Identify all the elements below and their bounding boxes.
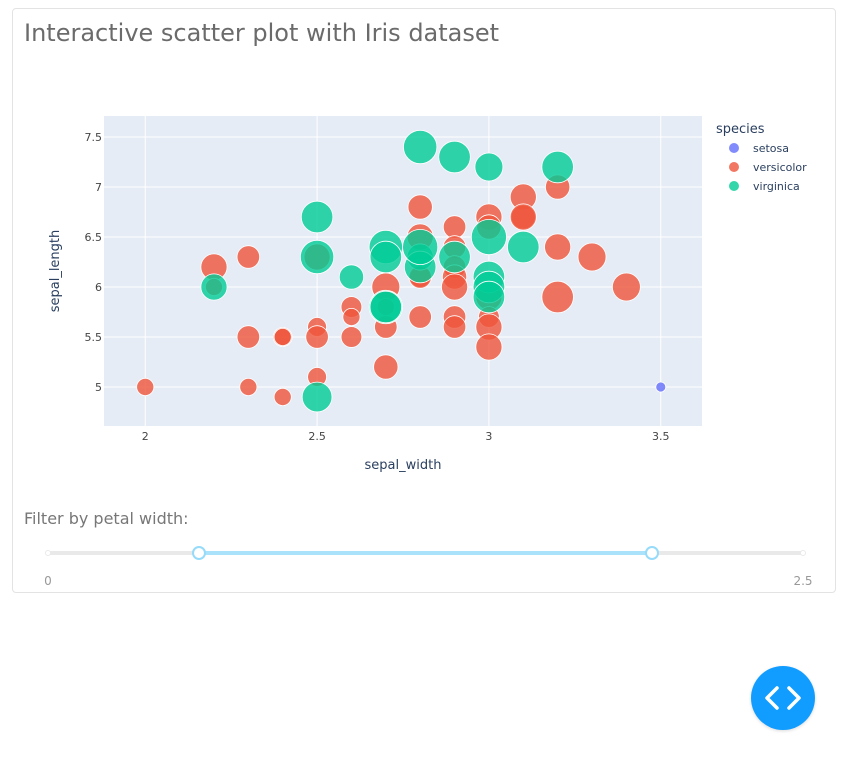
legend-item-versicolor[interactable]: versicolor xyxy=(729,161,807,174)
point-virginica[interactable] xyxy=(507,230,540,264)
y-tick-label: 5 xyxy=(95,381,102,394)
point-versicolor[interactable] xyxy=(541,280,574,314)
x-tick-labels: 2 2.5 3 3.5 xyxy=(142,430,670,443)
legend-label: versicolor xyxy=(753,161,807,174)
point-versicolor[interactable] xyxy=(305,325,329,349)
y-tick-label: 6.5 xyxy=(85,231,103,244)
point-versicolor[interactable] xyxy=(441,273,469,301)
x-axis-label: sepal_width xyxy=(365,458,442,473)
point-setosa[interactable] xyxy=(655,381,667,393)
point-virginica[interactable] xyxy=(472,280,506,314)
slider-min-dot xyxy=(45,550,51,556)
point-virginica[interactable] xyxy=(403,129,438,165)
point-versicolor[interactable] xyxy=(442,215,467,239)
filter-label: Filter by petal width: xyxy=(24,509,189,528)
legend-marker xyxy=(729,143,739,153)
page-title: Interactive scatter plot with Iris datas… xyxy=(24,19,500,47)
point-versicolor[interactable] xyxy=(342,307,361,326)
plot-area xyxy=(104,116,702,426)
slider-max-dot xyxy=(800,550,806,556)
point-versicolor[interactable] xyxy=(273,327,292,346)
point-versicolor[interactable] xyxy=(239,377,258,396)
point-versicolor[interactable] xyxy=(611,272,641,302)
y-tick-label: 7 xyxy=(95,181,102,194)
point-versicolor[interactable] xyxy=(236,245,261,269)
x-tick-label: 3 xyxy=(485,430,492,443)
slider-handle-low[interactable] xyxy=(192,546,206,560)
point-virginica[interactable] xyxy=(438,140,471,174)
slider-track[interactable] xyxy=(199,551,652,555)
point-virginica[interactable] xyxy=(200,273,228,301)
legend-label: virginica xyxy=(753,180,800,193)
point-virginica[interactable] xyxy=(299,239,335,275)
scatter-points xyxy=(136,129,667,413)
point-virginica[interactable] xyxy=(470,218,507,255)
point-versicolor[interactable] xyxy=(408,305,432,329)
point-virginica[interactable] xyxy=(369,240,403,274)
point-versicolor[interactable] xyxy=(475,333,503,361)
y-axis-label: sepal_length xyxy=(48,230,63,313)
legend-marker xyxy=(729,162,739,172)
legend-item-setosa[interactable]: setosa xyxy=(729,142,789,155)
dashboard-card: Interactive scatter plot with Iris datas… xyxy=(12,8,836,593)
point-versicolor[interactable] xyxy=(577,242,607,272)
scatter-chart[interactable]: 2 2.5 3 3.5 5 5.5 6 6.5 7 7.5 sepal_width sepal_… xyxy=(13,9,837,489)
code-icon xyxy=(765,686,801,710)
point-versicolor[interactable] xyxy=(273,387,292,406)
y-tick-label: 6 xyxy=(95,281,102,294)
point-versicolor[interactable] xyxy=(407,194,433,220)
code-toggle-button[interactable] xyxy=(751,666,815,730)
y-tick-labels: 5 5.5 6 6.5 7 7.5 xyxy=(85,131,103,394)
point-virginica[interactable] xyxy=(474,152,504,182)
legend-marker xyxy=(729,181,739,191)
slider-max-label: 2.5 xyxy=(793,574,813,588)
petal-width-range-slider[interactable]: 0 2.5 xyxy=(44,544,813,588)
x-tick-label: 2 xyxy=(142,430,149,443)
point-versicolor[interactable] xyxy=(236,325,261,349)
point-versicolor[interactable] xyxy=(509,203,537,231)
slider-min-label: 0 xyxy=(44,574,52,588)
y-tick-label: 7.5 xyxy=(85,131,103,144)
point-versicolor[interactable] xyxy=(544,233,572,261)
point-virginica[interactable] xyxy=(438,240,471,274)
legend-title: species xyxy=(716,122,765,137)
point-virginica[interactable] xyxy=(301,381,333,413)
point-virginica[interactable] xyxy=(402,228,439,265)
x-tick-label: 3.5 xyxy=(652,430,670,443)
slider-handle-high[interactable] xyxy=(645,546,659,560)
point-virginica[interactable] xyxy=(300,200,334,234)
point-versicolor[interactable] xyxy=(373,354,399,380)
point-versicolor[interactable] xyxy=(136,377,155,396)
legend-item-virginica[interactable]: virginica xyxy=(729,180,800,193)
point-virginica[interactable] xyxy=(369,290,403,324)
legend-label: setosa xyxy=(753,142,789,155)
point-virginica[interactable] xyxy=(338,264,365,290)
point-versicolor[interactable] xyxy=(442,315,467,339)
x-tick-label: 2.5 xyxy=(308,430,326,443)
y-tick-label: 5.5 xyxy=(85,331,103,344)
point-versicolor[interactable] xyxy=(340,326,363,348)
legend[interactable]: setosa versicolor virginica xyxy=(729,142,807,193)
point-virginica[interactable] xyxy=(541,150,574,184)
